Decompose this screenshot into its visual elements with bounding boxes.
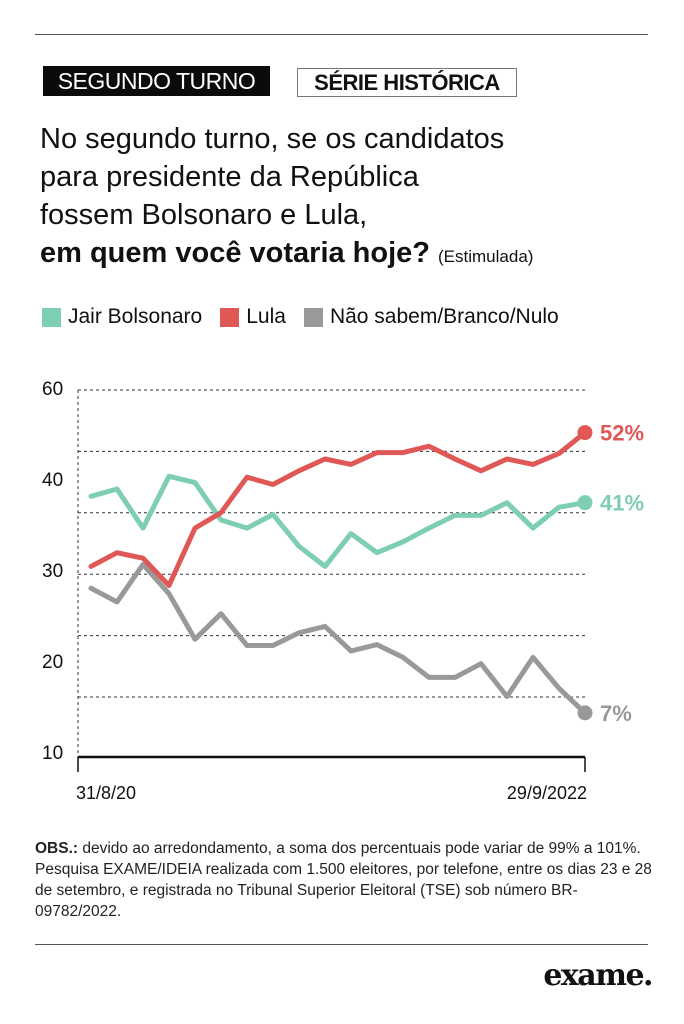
bottom-rule [35,944,648,945]
legend-swatch [303,307,323,327]
y-tick-label: 20 [42,652,63,673]
series-line-2 [88,562,588,716]
question-line: fossem Bolsonaro e Lula, [40,199,368,231]
badge-segundo-turno: SEGUNDO TURNO [43,66,270,96]
legend-item-bolsonaro: Jair Bolsonaro [42,305,202,329]
y-tick-label: 40 [42,470,63,491]
end-value-label: 7% [600,701,632,726]
question-note: (Estimulada) [438,247,534,266]
legend-label: Jair Bolsonaro [68,305,203,328]
y-tick-label: 60 [42,379,63,400]
obs-text: devido ao arredondamento, a soma dos per… [35,840,652,920]
y-tick-label: 30 [42,561,63,582]
top-rule [35,34,648,35]
legend-swatch [42,307,61,327]
question-line: No segundo turno, se os candidatos [40,123,505,155]
x-label-end: 29/9/2022 [507,783,587,803]
legend-item-lula: Lula [220,305,286,329]
end-value-label: 52% [600,421,644,446]
end-point-marker [577,425,593,441]
y-tick-label: 10 [42,743,63,764]
legend-label: Lula [246,305,286,328]
obs-label: OBS.: [35,840,79,857]
end-point-marker [577,495,593,511]
x-label-start: 31/8/20 [76,783,136,803]
series-line-0 [88,473,588,569]
badge-serie-historica: SÉRIE HISTÓRICA [297,68,517,97]
legend-label: Não sabem/Branco/Nulo [329,305,559,328]
end-point-marker [577,705,593,721]
end-value-label: 41% [600,491,644,516]
footnote: OBS.: devido ao arredondamento, a soma d… [35,838,655,922]
question-line: para presidente da República [40,161,419,193]
series-line-1 [88,430,588,588]
exame-logo: exame. [543,958,653,993]
legend-item-nulo: Não sabem/Branco/Nulo [303,305,559,329]
legend: Jair Bolsonaro Lula Não sabem/Branco/Nul… [42,305,559,329]
legend-swatch [220,307,240,327]
question-bold: em quem você votaria hoje? [40,237,431,269]
chart-question: No segundo turno, se os candidatos para … [40,120,533,276]
